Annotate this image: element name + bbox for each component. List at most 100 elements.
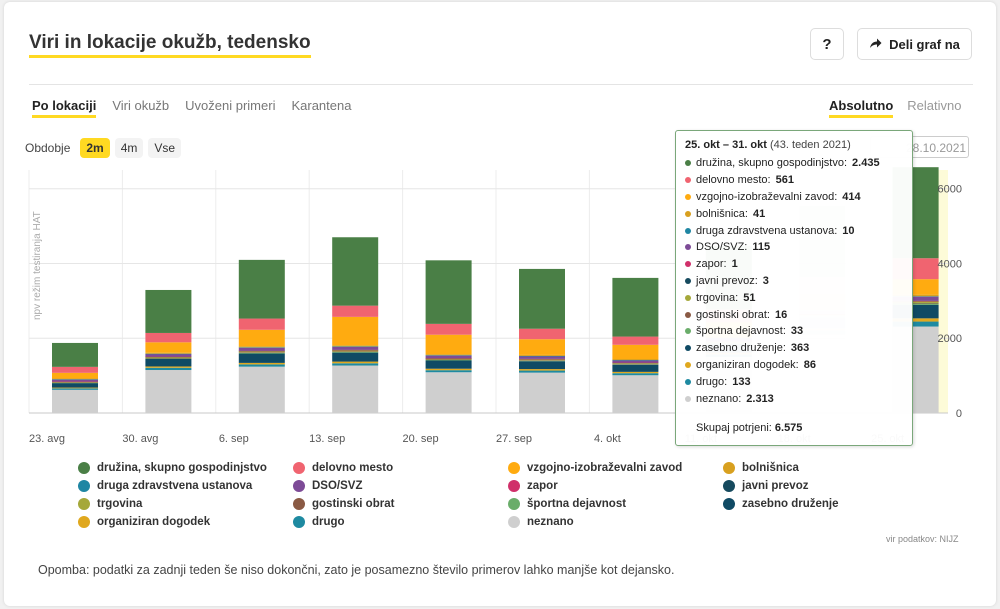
tooltip-swatch [685,294,691,301]
bar-segment [145,358,192,367]
legend-label: zasebno druženje [742,498,839,510]
bar-segment [892,301,939,303]
period-label: Obdobje [25,141,71,155]
legend-swatch [293,498,305,510]
bar-segment [238,366,285,413]
bar-segment [425,354,472,356]
bar-segment [52,382,98,383]
bar-segment [425,358,472,360]
bar-segment [612,375,659,413]
tooltip-row-label: športna dejavnost: [696,325,786,338]
legend-item[interactable]: gostinski obrat [293,496,508,512]
bar-segment [519,355,565,357]
legend-item[interactable]: drugo [293,514,508,530]
tab-viri-okuzb[interactable]: Viri okužb [112,98,170,113]
tab-karantena[interactable]: Karantena [291,98,352,113]
legend-item[interactable]: vzgojno-izobraževalni zavod [508,460,723,476]
bar-segment [519,356,565,359]
bar-segment [145,342,192,353]
tooltip-row-value: 363 [790,342,810,355]
legend-item[interactable]: športna dejavnost [508,496,723,512]
tooltip-row-value: 561 [775,174,794,187]
bar-segment [332,351,379,352]
tooltip-row-label: organiziran dogodek: [696,358,799,371]
bar-segment [332,349,379,351]
legend-swatch [293,462,305,474]
bar-segment [425,323,472,335]
tooltip-row-label: delovno mesto: [696,174,771,187]
period-2m-button[interactable]: 2m [80,138,110,158]
legend-label: druga zdravstvena ustanova [97,480,253,492]
legend-swatch [508,498,520,510]
bar-segment [332,365,379,413]
share-button[interactable]: Deli graf na [857,28,972,60]
tab-po-lokaciji[interactable]: Po lokaciji [32,98,97,118]
bar-segment [52,383,98,388]
legend-label: neznano [527,516,574,528]
y-tick-label: 6000 [938,184,962,196]
legend-item[interactable]: neznano [508,514,723,530]
tooltip-row-value: 33 [790,325,804,338]
period-all-button[interactable]: Vse [148,138,182,158]
bar-segment [892,321,939,327]
legend-swatch [723,480,735,492]
bar-segment [612,360,659,361]
legend-item[interactable]: zasebno druženje [723,496,878,512]
bar-segment [332,346,379,350]
tooltip-row-label: druga zdravstvena ustanova: [696,224,838,237]
tooltip-total-value: 6.575 [774,422,803,434]
bar-segment [52,388,98,390]
bar-segment [52,387,98,389]
tooltip-row-label: neznano: [696,392,742,405]
legend-label: zapor [527,480,558,492]
tooltip-row: neznano: 2.313 [685,390,912,407]
tooltip-row: DSO/SVZ: 115 [685,239,912,256]
legend-item[interactable]: bolnišnica [723,460,878,476]
bar-segment [612,363,659,365]
legend-item[interactable]: DSO/SVZ [293,478,508,494]
period-4m-button[interactable]: 4m [114,138,144,158]
legend-label: športna dejavnost [527,498,627,510]
bar-segment [52,378,98,380]
tab-absolutno[interactable]: Absolutno [829,98,894,118]
legend-label: trgovina [97,498,143,510]
tooltip-swatch [685,160,691,167]
bar-segment [425,370,472,373]
x-tick-label: 27. sep [496,433,532,445]
bar-segment [612,277,659,337]
legend-item[interactable]: delovno mesto [293,460,508,476]
bar-segment [425,334,472,355]
bar-segment [145,370,192,413]
tab-relativno[interactable]: Relativno [907,98,962,113]
legend-item[interactable]: zapor [508,478,723,494]
bar-segment [892,318,939,322]
bar-segment [145,356,192,359]
bar-segment [52,381,98,382]
bar-segment [238,352,285,353]
help-button[interactable]: ? [810,28,844,60]
bar-segment [238,350,285,352]
bar-segment [332,316,379,346]
bar-segment [145,366,192,368]
tooltip-row-label: drugo: [696,375,728,388]
tooltip-row-value: 1 [731,258,738,271]
footnote: Opomba: podatki za zadnji teden še niso … [38,563,675,577]
legend-item[interactable]: trgovina [78,496,293,512]
tooltip-row: drugo: 133 [685,373,912,390]
legend-item[interactable]: organiziran dogodek [78,514,293,530]
tooltip-swatch [685,210,691,217]
tooltip-row-value: 2.435 [852,157,880,170]
legend-item[interactable]: družina, skupno gospodinjstvo [78,460,293,476]
legend-swatch [723,498,735,510]
legend-label: družina, skupno gospodinjstvo [97,462,267,474]
legend-item[interactable]: druga zdravstvena ustanova [78,478,293,494]
tab-uvozeni-primeri[interactable]: Uvoženi primeri [185,98,276,113]
bar-segment [892,296,939,297]
legend-item[interactable]: javni prevoz [723,478,878,494]
bar-segment [519,369,565,371]
tooltip-row-value: 10 [842,224,855,237]
legend-label: bolnišnica [742,462,799,474]
scale-tabs: Absolutno Relativno [829,98,961,118]
bar-segment [332,351,379,353]
bar-segment [892,303,939,305]
